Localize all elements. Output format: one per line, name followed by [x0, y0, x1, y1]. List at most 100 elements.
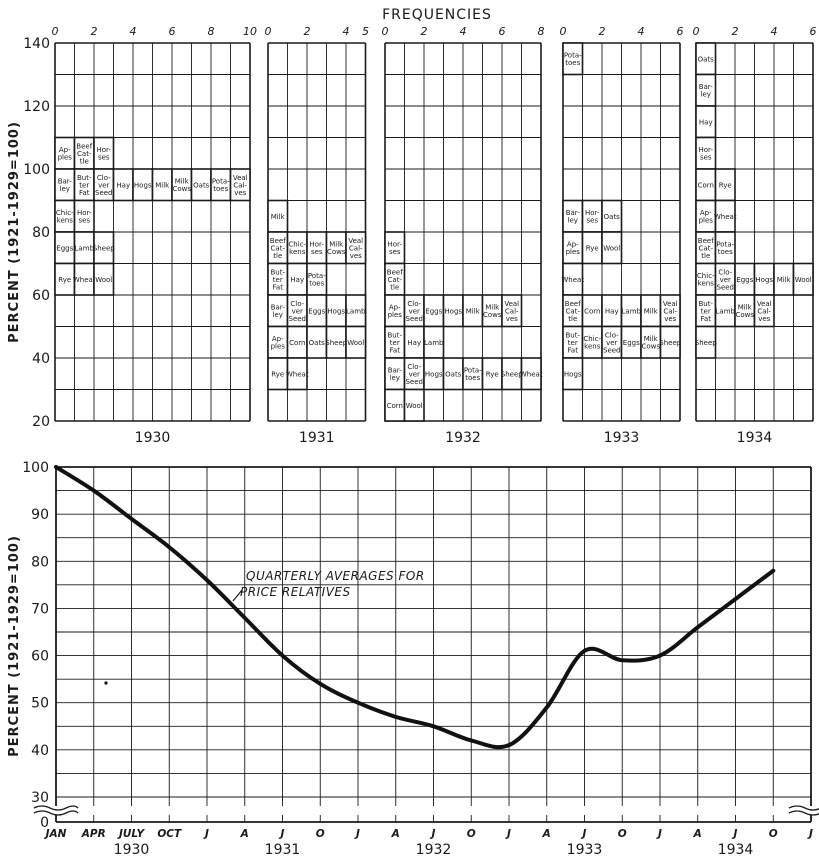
histogram-bar-label: Milk Cows: [735, 304, 754, 320]
histogram-bar: [792, 262, 814, 296]
histogram-bar-label-line: Oats: [445, 370, 462, 378]
histogram-bar-label-line: Seed: [717, 283, 735, 291]
y-tick-label: 100: [22, 460, 49, 476]
histogram-bar-label: Clo-ver Seed: [406, 300, 424, 323]
histogram-bar-label: Rye: [486, 370, 499, 378]
histogram-bar-label-line: Seed: [603, 346, 621, 354]
histogram-bar-label: Hor-ses: [96, 146, 111, 162]
data-point: [507, 743, 511, 747]
histogram-bar-label: Wool: [347, 339, 364, 347]
histogram-bar-label-line: Wheat: [73, 276, 96, 284]
histogram-bar-label: Rye: [586, 244, 599, 252]
histogram-bar-label-line: Veal: [757, 300, 772, 308]
data-point: [695, 625, 700, 630]
data-point: [582, 649, 587, 653]
histogram-bar-label-line: kens: [57, 217, 74, 225]
histogram-bar-label-line: Hay: [116, 181, 130, 189]
histogram-bar-label: Oats: [698, 55, 715, 63]
histogram-bar-label: Milk Cows: [327, 241, 346, 257]
x-tick-label: 4: [638, 25, 645, 38]
histogram-bar-label: Hogs: [444, 307, 462, 315]
histogram-bar-label: Ap-ples: [566, 241, 581, 257]
y-axis-label: PERCENT (1921-1929=100): [7, 121, 22, 343]
histogram-bar-label-line: Bar-: [388, 367, 403, 375]
histogram-bar-label-line: Hay: [699, 118, 713, 126]
histogram-bar-label-line: Hor-: [96, 146, 111, 154]
histogram-bar-label-line: Veal: [233, 174, 248, 182]
chart-title: FREQUENCIES: [382, 7, 492, 23]
histogram-bar-label-line: ples: [566, 248, 581, 256]
series-line: [54, 465, 776, 750]
histogram-bar-label-line: ses: [311, 248, 323, 256]
histogram-bar-label: Bar-ley: [388, 367, 403, 383]
axis-break-marker: [33, 805, 79, 816]
histogram-bar: [229, 168, 251, 202]
histogram-bar-label: Ap-ples: [58, 146, 73, 162]
histogram-bar-label-line: ley: [60, 185, 70, 193]
histogram-bar-label-line: Oats: [193, 181, 210, 189]
y-tick-label: 60: [31, 649, 49, 665]
histogram-bar-label-line: Eggs: [56, 244, 73, 252]
histogram-bar: [562, 42, 584, 76]
histogram-bar-label: Corn: [387, 402, 403, 410]
histogram-bar-label-line: Hay: [290, 276, 304, 284]
histogram-bar-label-line: Bar-: [566, 209, 581, 217]
histogram-bar-label-line: Pota-: [716, 241, 734, 249]
histogram-bar-label-line: Sheep: [325, 339, 347, 347]
histogram-bar-label-line: ley: [273, 311, 283, 319]
histogram-bar-label: Wheat: [286, 370, 309, 378]
stray-mark: [104, 681, 108, 685]
y-tick-label: 140: [23, 36, 50, 52]
x-year-label: 1933: [567, 842, 603, 858]
histogram-bar-label-line: Clo-: [407, 363, 421, 371]
histogram-bar-label-line: kens: [584, 343, 601, 351]
histogram-bar-label: Hogs: [755, 276, 773, 284]
histogram-bar-label-line: Cows: [735, 311, 754, 319]
histogram-bar-label: But-ter Fat: [77, 174, 92, 197]
histogram-bar-label-line: Seed: [289, 315, 307, 323]
histogram-bar-label-line: ves: [350, 252, 362, 260]
histogram-bar-label-line: ses: [98, 154, 110, 162]
data-point: [356, 700, 360, 705]
histogram-bar-label: Hogs: [564, 370, 582, 378]
histogram-bar-label-line: Rye: [58, 276, 71, 284]
histogram-bar-label: Hogs: [425, 370, 443, 378]
histogram-bar-label: Lamb: [622, 307, 642, 315]
histogram-bar-label: Lamb: [424, 339, 444, 347]
histogram-bar: [286, 357, 308, 391]
histogram-bar: [753, 294, 775, 328]
y-tick-label: 40: [32, 351, 50, 367]
histogram-bar-label: Sheep: [695, 339, 717, 347]
panel-year-label: 1931: [299, 430, 335, 446]
histogram-bar-label-line: Ap-: [272, 335, 284, 343]
histogram-bar-label-line: Fat: [79, 189, 90, 197]
histogram-bar-label-line: Eggs: [623, 339, 640, 347]
histogram-bar-label-line: ter: [79, 181, 89, 189]
histogram-bar-label: Lamb: [716, 307, 736, 315]
histogram-bar-label-line: But-: [565, 331, 580, 339]
histogram-bar-label: Bar-ley: [699, 83, 714, 99]
y-tick-label: 50: [31, 696, 49, 712]
x-tick-label: 2: [732, 25, 739, 38]
histogram-bar-label: Beef Cat-tle: [565, 300, 581, 323]
y-tick-label: 80: [32, 225, 50, 241]
histogram-bar-label: Veal Cal-ves: [348, 237, 363, 260]
axis-break-wave: [33, 805, 79, 811]
histogram-bar: [345, 231, 367, 265]
histogram-bar-label-line: Milk: [485, 304, 500, 312]
y-tick-label: 30: [31, 790, 49, 806]
histogram-bar-label-line: Beef: [698, 237, 714, 245]
y-tick-label: 80: [31, 554, 49, 570]
x-tick-label: 0: [560, 25, 567, 38]
panel-year-label: 1930: [135, 430, 171, 446]
histogram-bar-label-line: Hay: [407, 339, 421, 347]
histogram-bar-label: Bar-ley: [566, 209, 581, 225]
histogram-bar-label-line: Rye: [719, 181, 732, 189]
histogram-bar-label-line: Clo-: [718, 268, 732, 276]
x-tick-label: J: [807, 828, 813, 840]
histogram-bar-label: Milk: [777, 276, 792, 284]
histogram-bar-label: Pota-toes: [464, 367, 482, 383]
x-tick-label: 4: [130, 25, 137, 38]
x-tick-label: O: [467, 828, 476, 840]
x-tick-label: O: [769, 828, 778, 840]
